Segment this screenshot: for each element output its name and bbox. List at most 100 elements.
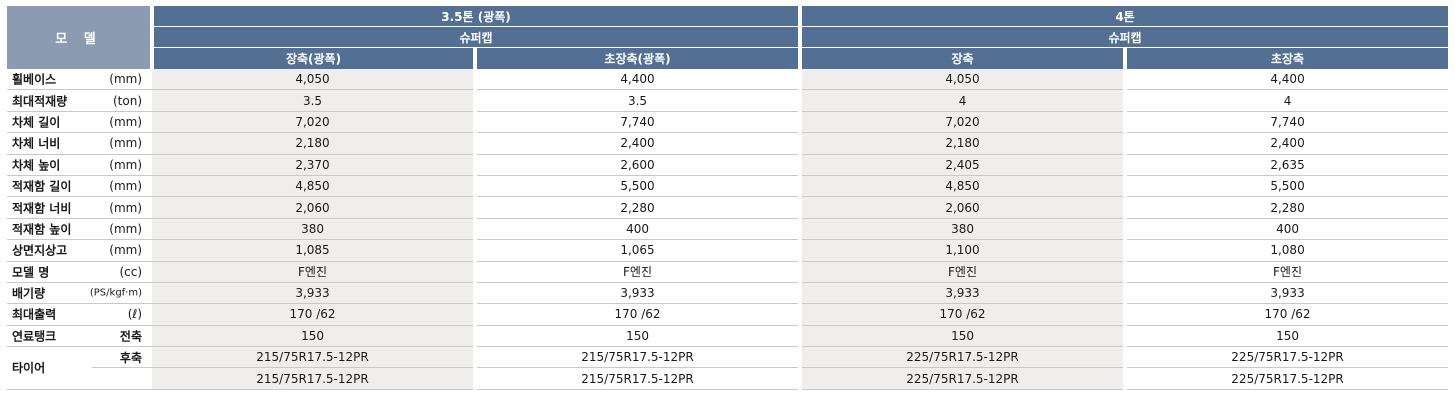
spec-table-header: 모 델 3.5톤 (광폭) 4톤 슈퍼캡 슈퍼캡 장축(광폭) 초장축(광폭) … [7,6,1449,69]
table-cell: 4,850 [798,175,1126,198]
table-cell: 2,060 [152,196,476,219]
table-cell: 170 /62 [473,303,801,326]
row-name: 배기량 [12,286,46,301]
table-row: 휠베이스 (mm) 4,050 4,400 4,050 4,400 [7,68,1449,91]
table-cell: 2,600 [473,154,801,176]
table-cell: 400 [1123,218,1449,241]
table-row: 최대출력 (ℓ) 170 /62 170 /62 170 /62 170 /62 [7,303,1449,326]
table-row: 차체 높이 (mm) 2,370 2,600 2,405 2,635 [7,154,1449,176]
table-row: 연료탱크 전축 150 150 150 150 [7,325,1449,348]
table-cell: 7,740 [473,111,801,134]
row-unit: (ton) [113,93,143,108]
table-cell: 5,500 [473,175,801,198]
row-unit: (cc) [119,264,143,279]
row-name: 상면지상고 [12,243,68,258]
table-cell: 4,050 [798,68,1126,91]
row-name: 적재함 너비 [12,201,72,216]
table-cell: 7,020 [798,111,1126,134]
row-label: 배기량 (PS/kgf·m) [7,282,153,305]
table-row: 상면지상고 (mm) 1,085 1,065 1,100 1,080 [7,239,1449,262]
table-cell: 4,400 [473,68,801,91]
table-cell: 2,180 [798,132,1126,155]
table-cell: 215/75R17.5-12PR [152,346,476,369]
table-row: 적재함 높이 (mm) 380 400 380 400 [7,218,1449,241]
table-cell: 3.5 [152,89,476,112]
row-label: 차체 높이 (mm) [7,154,153,176]
table-cell: 170 /62 [1123,303,1449,326]
table-cell: 7,740 [1123,111,1449,134]
table-cell: F엔진 [1123,261,1449,283]
tire-sub-label [92,367,153,390]
table-row: 최대적재량 (ton) 3.5 3.5 4 4 [7,89,1449,112]
table-cell: F엔진 [473,261,801,283]
table-cell: 2,060 [798,196,1126,219]
table-cell: 2,400 [473,132,801,155]
table-cell: 150 [473,325,801,348]
row-unit: (ℓ) [127,307,143,322]
row-name: 차체 길이 [12,115,61,130]
table-row: 215/75R17.5-12PR 215/75R17.5-12PR 225/75… [7,367,1449,390]
row-name: 차체 너비 [12,136,61,151]
table-cell: 225/75R17.5-12PR [798,367,1126,390]
column-header: 초장축(광폭) [475,47,801,69]
table-cell: 4,850 [152,175,476,198]
row-unit: (mm) [109,200,143,215]
row-label: 휠베이스 (mm) [7,68,153,91]
table-row: 타이어 후축 215/75R17.5-12PR 215/75R17.5-12PR… [7,346,1449,390]
table-cell: 2,400 [1123,132,1449,155]
table-cell: 5,500 [1123,175,1449,198]
row-label: 최대출력 (ℓ) [7,303,153,326]
table-cell: 225/75R17.5-12PR [798,346,1126,369]
table-cell: 4,400 [1123,68,1449,91]
table-cell: 1,065 [473,239,801,262]
table-cell: 380 [152,218,476,241]
row-name: 적재함 높이 [12,222,72,237]
row-label: 적재함 길이 (mm) [7,175,153,198]
model-header: 모 델 [7,6,155,69]
table-cell: 2,180 [152,132,476,155]
table-cell: 4,050 [152,68,476,91]
table-cell: 215/75R17.5-12PR [473,346,801,369]
table-cell: 170 /62 [152,303,476,326]
column-header: 초장축 [1125,47,1449,69]
row-label: 적재함 높이 (mm) [7,218,153,241]
table-cell: 150 [152,325,476,348]
row-unit: (mm) [109,243,143,258]
tire-label: 타이어 [7,346,92,390]
tire-sub-label: 후축 [92,346,153,369]
table-cell: 215/75R17.5-12PR [152,367,476,390]
table-row: 모델 명 (cc) F엔진 F엔진 F엔진 F엔진 [7,261,1449,283]
table-row: 차체 길이 (mm) 7,020 7,740 7,020 7,740 [7,111,1449,134]
subgroup-header-3-5ton: 슈퍼캡 [152,26,801,48]
table-cell: 3,933 [152,282,476,305]
row-unit: 전축 [119,329,143,344]
row-unit: (mm) [109,114,143,129]
table-cell: 7,020 [152,111,476,134]
row-label: 차체 길이 (mm) [7,111,153,134]
table-row: 적재함 너비 (mm) 2,060 2,280 2,060 2,280 [7,196,1449,219]
row-unit: (PS/kgf·m) [89,287,143,299]
row-unit: (mm) [109,221,143,236]
group-header-3-5ton: 3.5톤 (광폭) [152,6,801,27]
row-unit: (mm) [109,71,143,86]
row-unit: (mm) [109,157,143,172]
row-unit: (mm) [109,179,143,194]
table-cell: 1,085 [152,239,476,262]
table-cell: 2,370 [152,154,476,176]
table-cell: 1,100 [798,239,1126,262]
table-cell: 4 [1123,89,1449,112]
table-cell: 150 [798,325,1126,348]
table-cell: 380 [798,218,1126,241]
row-name: 연료탱크 [12,329,57,344]
row-name: 차체 높이 [12,158,61,173]
table-cell: 2,280 [1123,196,1449,219]
row-name: 최대적재량 [12,94,68,109]
row-label: 연료탱크 전축 [7,325,153,348]
table-cell: 2,280 [473,196,801,219]
column-header: 장축(광폭) [152,47,478,69]
table-cell: F엔진 [152,261,476,283]
table-cell: 3,933 [1123,282,1449,305]
table-row: 적재함 길이 (mm) 4,850 5,500 4,850 5,500 [7,175,1449,198]
table-row: 차체 너비 (mm) 2,180 2,400 2,180 2,400 [7,132,1449,155]
table-cell: 4 [798,89,1126,112]
